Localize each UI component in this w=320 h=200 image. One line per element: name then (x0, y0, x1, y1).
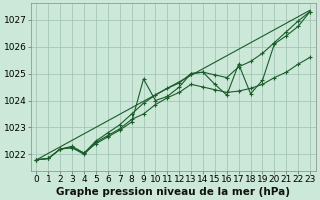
X-axis label: Graphe pression niveau de la mer (hPa): Graphe pression niveau de la mer (hPa) (56, 187, 290, 197)
